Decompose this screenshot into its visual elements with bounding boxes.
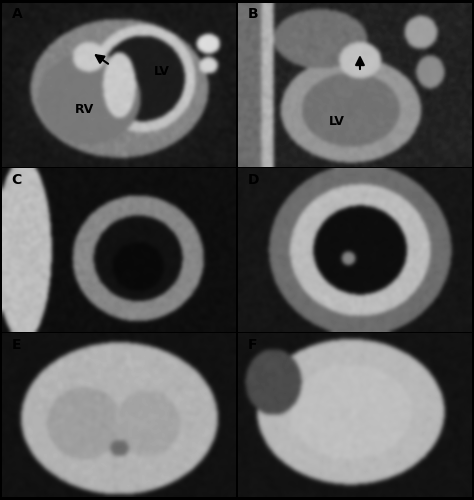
Text: C: C	[12, 173, 22, 187]
Text: RV: RV	[75, 103, 94, 116]
Text: E: E	[12, 338, 21, 352]
Text: D: D	[247, 173, 259, 187]
Text: LV: LV	[328, 114, 345, 128]
Text: F: F	[247, 338, 257, 352]
Text: B: B	[247, 8, 258, 22]
Text: LV: LV	[154, 66, 170, 78]
Text: A: A	[12, 8, 22, 22]
